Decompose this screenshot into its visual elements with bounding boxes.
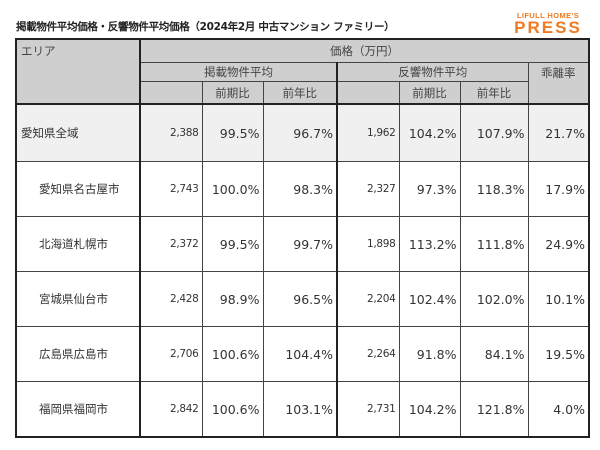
- listed-qoq-cell: 99.5%: [201, 103, 264, 162]
- divergence-cell: 24.9%: [527, 216, 590, 272]
- listed-price-cell: 2,428: [139, 271, 203, 327]
- table-title: 掲載物件平均価格・反響物件平均価格（2024年2月 中古マンション ファミリー）: [16, 21, 395, 33]
- listed-price-cell: 2,842: [139, 381, 203, 438]
- response-qoq-cell: 104.2%: [398, 103, 461, 162]
- divergence-cell: 19.5%: [527, 326, 590, 382]
- header-listed-yoy: 前年比: [262, 81, 338, 105]
- header-response-qoq: 前期比: [398, 81, 461, 105]
- listed-price-cell: 2,706: [139, 326, 203, 382]
- response-price-cell: 1,962: [336, 103, 400, 162]
- header-listed-qoq: 前期比: [201, 81, 264, 105]
- response-qoq-cell: 104.2%: [398, 381, 461, 438]
- header-divergence: 乖離率: [527, 62, 590, 105]
- header-response-yoy: 前年比: [459, 81, 529, 105]
- listed-price-cell: 2,372: [139, 216, 203, 272]
- logo-top-text: LIFULL HOME'S: [516, 11, 580, 20]
- listed-qoq-cell: 100.0%: [201, 161, 264, 217]
- response-qoq-cell: 102.4%: [398, 271, 461, 327]
- response-qoq-cell: 113.2%: [398, 216, 461, 272]
- listed-qoq-cell: 99.5%: [201, 216, 264, 272]
- response-price-cell: 1,898: [336, 216, 400, 272]
- table-row: 愛知県名古屋市 2,743 100.0% 98.3% 2,327 97.3% 1…: [15, 161, 590, 217]
- divergence-cell: 21.7%: [527, 103, 590, 162]
- divergence-cell: 17.9%: [527, 161, 590, 217]
- logo-bottom-text: PRESS: [514, 18, 582, 37]
- response-price-cell: 2,731: [336, 381, 400, 438]
- table-row: 広島県広島市 2,706 100.6% 104.4% 2,264 91.8% 8…: [15, 326, 590, 382]
- response-qoq-cell: 97.3%: [398, 161, 461, 217]
- response-yoy-cell: 118.3%: [459, 161, 529, 217]
- listed-price-cell: 2,743: [139, 161, 203, 217]
- response-yoy-cell: 111.8%: [459, 216, 529, 272]
- table-row: 宮城県仙台市 2,428 98.9% 96.5% 2,204 102.4% 10…: [15, 271, 590, 327]
- area-cell: 福岡県福岡市: [15, 381, 141, 438]
- listed-price-cell: 2,388: [139, 103, 203, 162]
- listed-qoq-cell: 100.6%: [201, 326, 264, 382]
- response-price-cell: 2,264: [336, 326, 400, 382]
- response-yoy-cell: 84.1%: [459, 326, 529, 382]
- area-cell: 愛知県名古屋市: [15, 161, 141, 217]
- area-cell: 宮城県仙台市: [15, 271, 141, 327]
- response-qoq-cell: 91.8%: [398, 326, 461, 382]
- divergence-cell: 10.1%: [527, 271, 590, 327]
- response-yoy-cell: 107.9%: [459, 103, 529, 162]
- listed-qoq-cell: 100.6%: [201, 381, 264, 438]
- header-price-group: 価格（万円）: [139, 38, 590, 63]
- listed-yoy-cell: 104.4%: [262, 326, 338, 382]
- listed-yoy-cell: 98.3%: [262, 161, 338, 217]
- response-price-cell: 2,204: [336, 271, 400, 327]
- listed-yoy-cell: 103.1%: [262, 381, 338, 438]
- area-cell: 北海道札幌市: [15, 216, 141, 272]
- listed-qoq-cell: 98.9%: [201, 271, 264, 327]
- header-area: エリア: [15, 38, 141, 105]
- header-listed-avg: 掲載物件平均: [139, 62, 338, 82]
- header-response-avg: 反響物件平均: [336, 62, 529, 82]
- area-cell: 広島県広島市: [15, 326, 141, 382]
- header-response-blank: [336, 81, 400, 105]
- table-row: 福岡県福岡市 2,842 100.6% 103.1% 2,731 104.2% …: [15, 381, 590, 438]
- listed-yoy-cell: 99.7%: [262, 216, 338, 272]
- table-row: 北海道札幌市 2,372 99.5% 99.7% 1,898 113.2% 11…: [15, 216, 590, 272]
- divergence-cell: 4.0%: [527, 381, 590, 438]
- lifull-homes-press-logo: LIFULL HOME'S PRESS: [508, 11, 588, 36]
- price-table: エリア 価格（万円） 掲載物件平均 反響物件平均 乖離率 前期比 前年比 前期比…: [15, 38, 590, 438]
- listed-yoy-cell: 96.7%: [262, 103, 338, 162]
- response-yoy-cell: 121.8%: [459, 381, 529, 438]
- response-yoy-cell: 102.0%: [459, 271, 529, 327]
- listed-yoy-cell: 96.5%: [262, 271, 338, 327]
- table-row: 愛知県全域 2,388 99.5% 96.7% 1,962 104.2% 107…: [15, 103, 590, 162]
- header-listed-blank: [139, 81, 203, 105]
- area-cell: 愛知県全域: [15, 103, 141, 162]
- response-price-cell: 2,327: [336, 161, 400, 217]
